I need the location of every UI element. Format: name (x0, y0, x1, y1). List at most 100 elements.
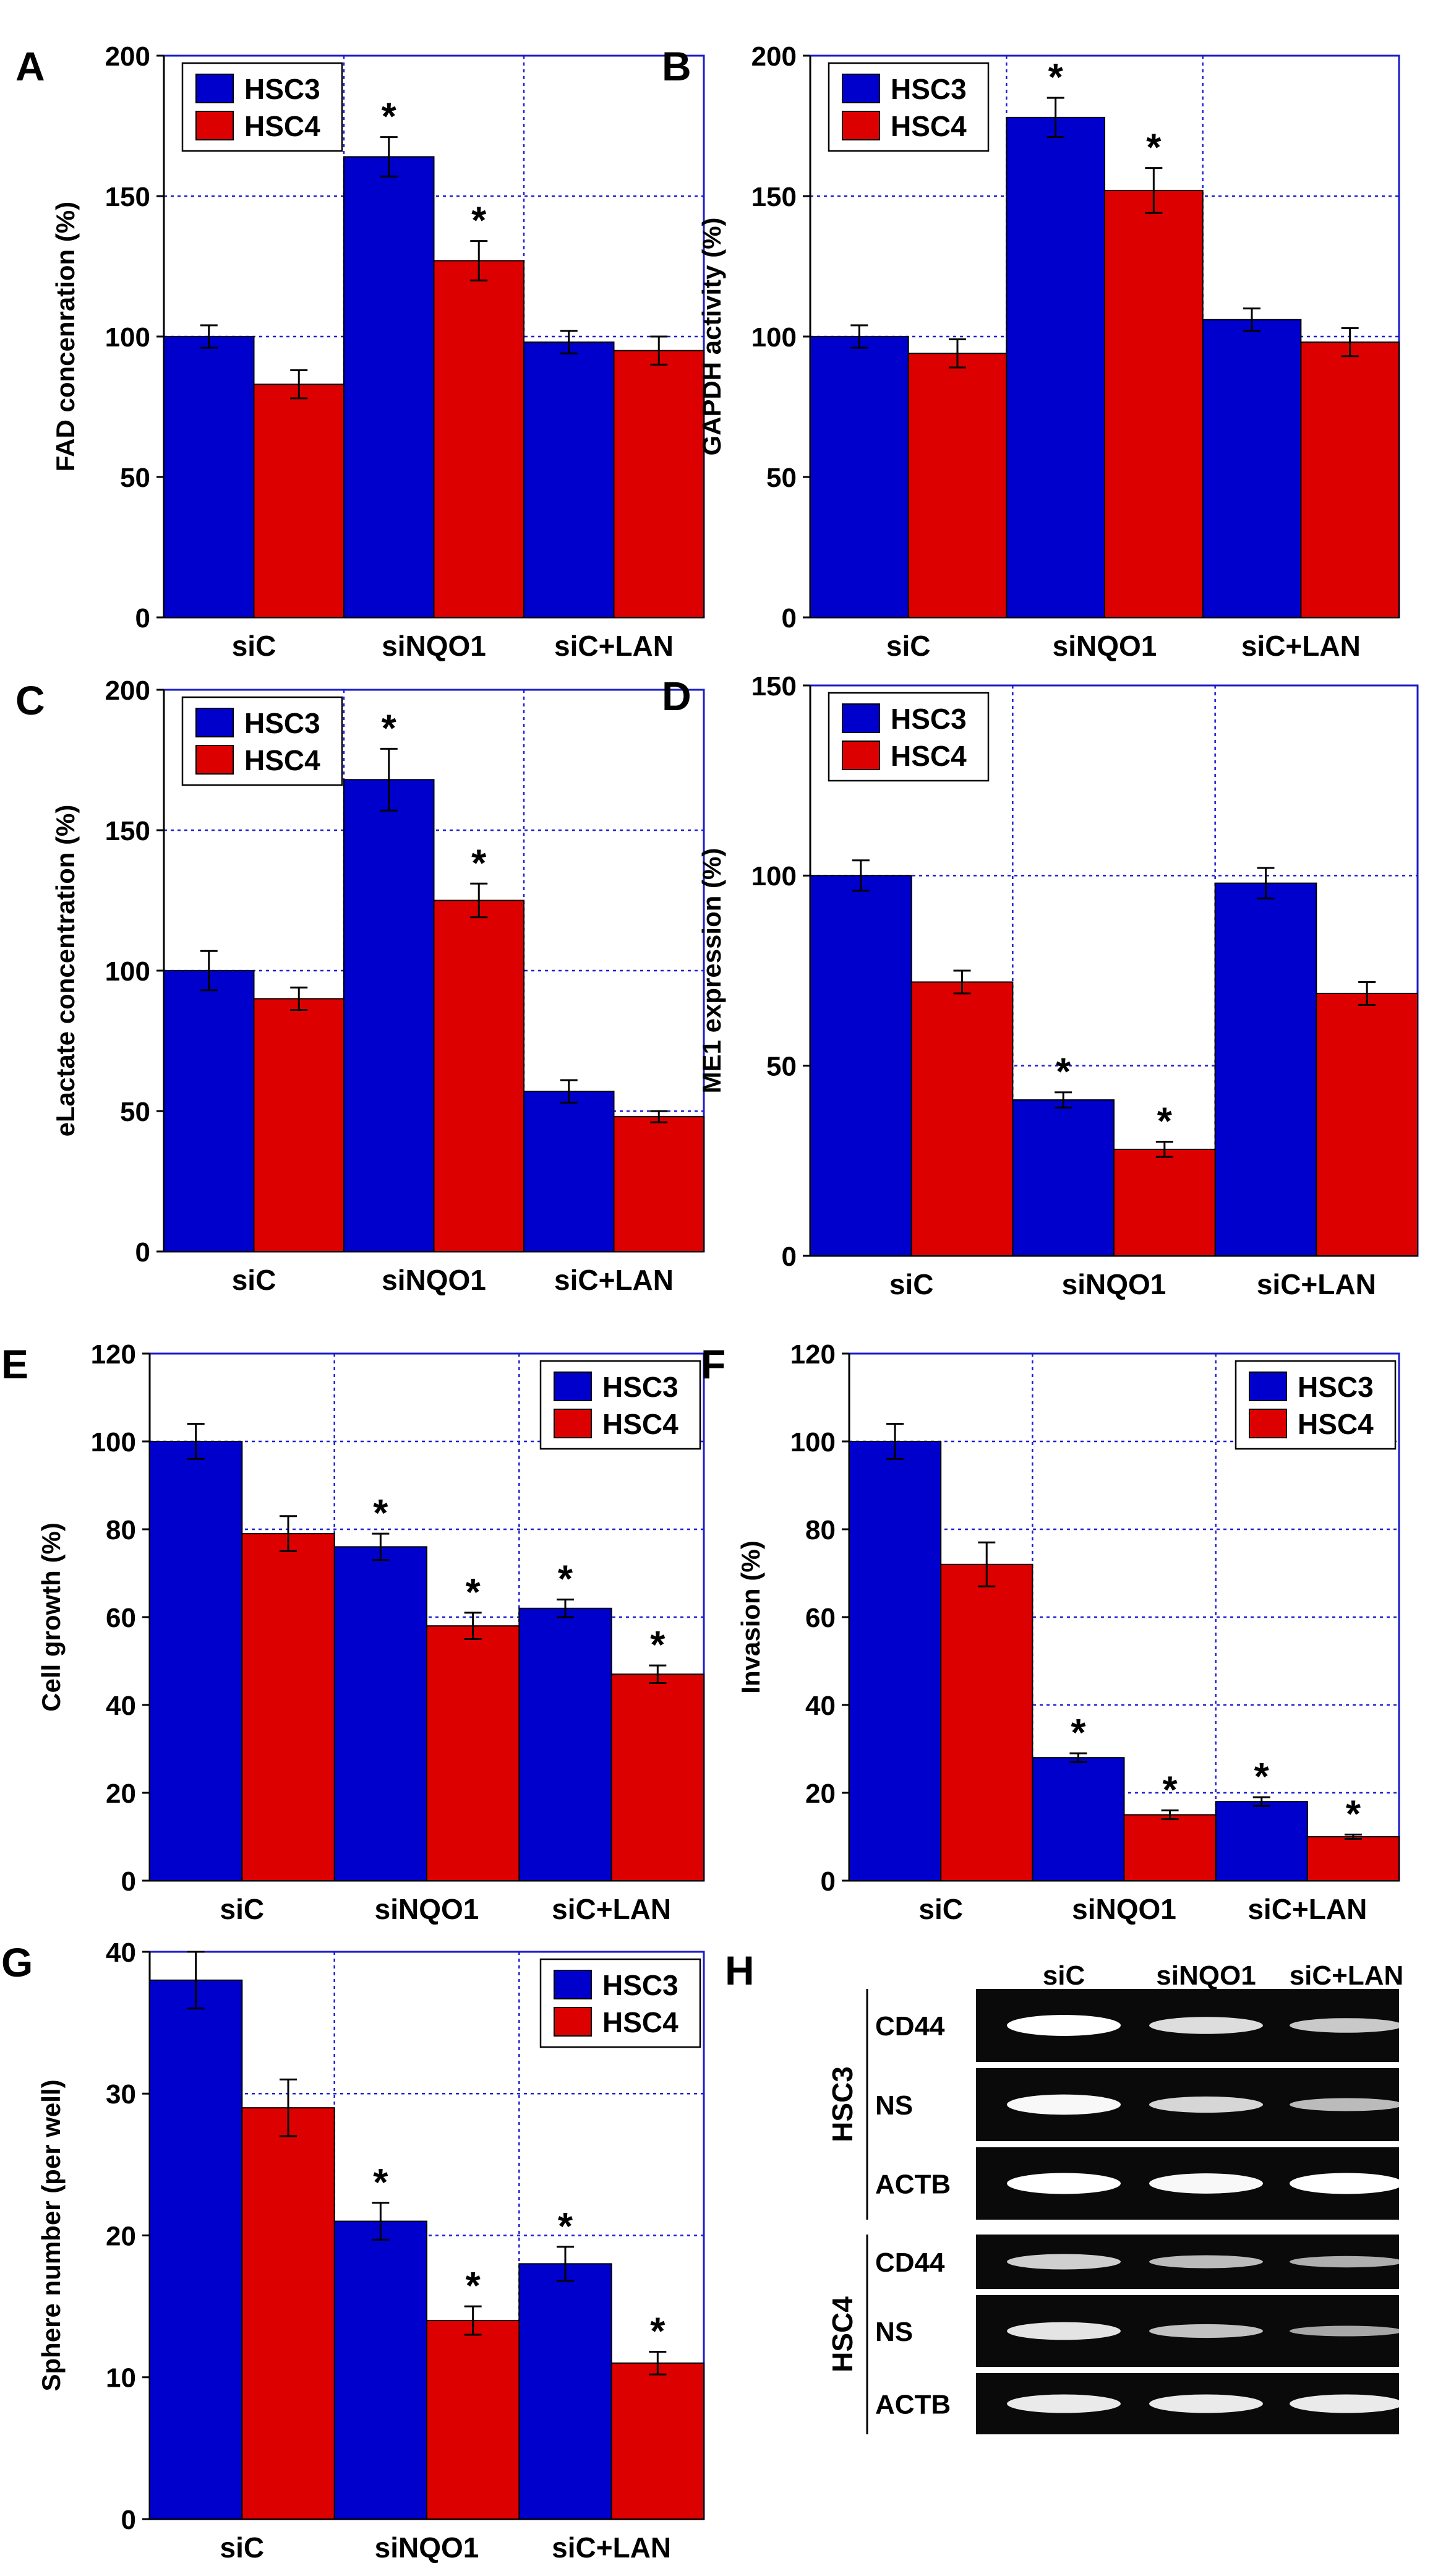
bar-hsc3 (343, 779, 435, 1252)
gel-group-label: HSC4 (826, 2296, 858, 2372)
gel-band (1290, 2018, 1403, 2033)
gel-group-label: HSC3 (826, 2066, 858, 2142)
bar-hsc4 (1316, 992, 1418, 1256)
error-bar (464, 1612, 482, 1640)
error-bar (200, 324, 218, 349)
y-tick-label: 150 (751, 671, 797, 702)
bar-hsc4 (433, 260, 524, 619)
legend-swatch-hsc3 (195, 74, 234, 103)
legend-swatch-hsc4 (554, 2007, 592, 2037)
y-tick-label: 10 (106, 2363, 136, 2394)
x-tick-label: siNQO1 (382, 630, 486, 662)
error-bar (978, 1541, 996, 1587)
y-tick-label: 120 (91, 1339, 136, 1370)
error-bar (1046, 97, 1064, 139)
legend-label: HSC4 (244, 110, 320, 142)
x-tick-label: siNQO1 (1053, 630, 1157, 662)
y-tick-label: 120 (790, 1339, 836, 1370)
bar-hsc3 (1202, 319, 1302, 618)
legend-swatch-hsc3 (554, 1372, 592, 1401)
error-bar (1145, 167, 1163, 214)
y-axis-label: GAPDH activity (%) (697, 217, 726, 455)
error-bar (1341, 327, 1359, 358)
bar-hsc4 (910, 981, 1014, 1256)
gel-band (1290, 2256, 1403, 2268)
gel-band (1149, 2096, 1263, 2113)
legend-swatch-hsc4 (554, 1409, 592, 1438)
y-tick-label: 0 (135, 603, 150, 633)
bar-hsc4 (241, 1533, 335, 1882)
y-tick-label: 50 (766, 1052, 797, 1082)
gel-row-label: NS (875, 2317, 913, 2347)
legend-label: HSC3 (891, 703, 967, 735)
x-tick-label: siC (886, 630, 931, 662)
y-tick-label: 0 (121, 1866, 136, 1897)
bar-hsc3 (1215, 1801, 1308, 1881)
y-tick-label: 50 (120, 463, 150, 493)
bar-hsc4 (1104, 189, 1204, 619)
y-tick-label: 100 (751, 322, 797, 353)
x-tick-label: siC (232, 630, 276, 662)
bar-hsc3 (333, 1546, 428, 1881)
legend-label: HSC3 (244, 73, 320, 105)
legend-swatch-hsc4 (842, 741, 880, 770)
y-tick-label: 0 (782, 603, 797, 633)
significance-marker: * (373, 1492, 388, 1535)
gel-row-label: CD44 (875, 2011, 945, 2041)
y-tick-label: 50 (766, 463, 797, 493)
legend-swatch-hsc4 (842, 111, 880, 140)
panel-letter: G (1, 1939, 33, 1985)
x-tick-label: siC (220, 1893, 265, 1925)
bar-hsc3 (343, 156, 435, 618)
significance-marker: * (558, 2205, 573, 2248)
significance-marker: * (1048, 56, 1064, 99)
legend-label: HSC4 (891, 740, 967, 772)
y-axis-label: Sphere number (per well) (36, 2079, 66, 2391)
error-bar (1055, 1091, 1072, 1109)
error-bar (886, 1423, 904, 1460)
error-bar (560, 330, 578, 354)
error-bar (187, 1423, 205, 1460)
significance-marker: * (471, 200, 487, 243)
bar-hsc4 (940, 1563, 1034, 1882)
bar-hsc3 (523, 341, 615, 619)
error-bar (380, 747, 398, 812)
significance-marker: * (382, 96, 397, 139)
x-tick-label: siC (232, 1264, 276, 1296)
legend-label: HSC4 (1298, 1408, 1374, 1440)
panel-letter: H (725, 1947, 755, 1993)
error-bar (850, 324, 868, 349)
significance-marker: * (373, 2162, 388, 2204)
bar-hsc4 (426, 1625, 520, 1881)
gel-column-label: siNQO1 (1156, 1960, 1256, 1991)
gel-band (1007, 2015, 1121, 2036)
error-bar (557, 1599, 574, 1618)
y-axis-label: Invasion (%) (736, 1540, 765, 1693)
legend-label: HSC4 (602, 1408, 678, 1440)
legend-swatch-hsc3 (554, 1970, 592, 1999)
bar-hsc3 (1012, 1099, 1115, 1257)
significance-marker: * (650, 1624, 666, 1667)
significance-marker: * (382, 707, 397, 750)
gel-band (1007, 2254, 1121, 2270)
x-tick-label: siNQO1 (375, 1893, 479, 1925)
panel-letter: F (701, 1341, 725, 1387)
error-bar (560, 1079, 578, 1104)
bar-hsc3 (163, 970, 255, 1252)
y-tick-label: 200 (105, 41, 150, 72)
significance-marker: * (466, 2265, 481, 2308)
y-tick-label: 60 (805, 1603, 836, 1633)
y-axis-label: ME1 expression (%) (697, 848, 726, 1094)
error-bar (852, 859, 870, 892)
gel-column-label: siC (1043, 1960, 1085, 1991)
error-bar (200, 950, 218, 992)
bar-hsc4 (1306, 1836, 1400, 1881)
gel-band (1149, 2017, 1263, 2034)
significance-marker: * (1146, 127, 1162, 170)
error-bar (280, 2078, 297, 2137)
bar-hsc3 (849, 1441, 942, 1881)
x-tick-label: siC+LAN (1248, 1893, 1367, 1925)
